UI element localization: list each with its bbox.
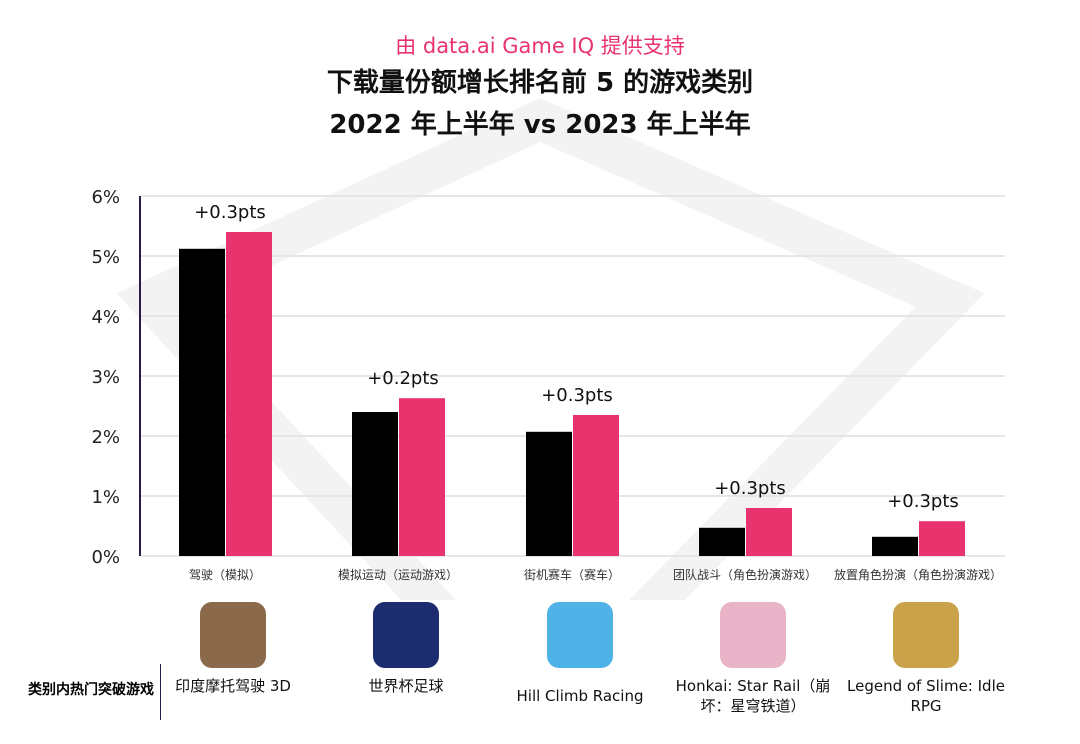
chart-title-line2: 2022 年上半年 vs 2023 年上半年 <box>329 110 751 140</box>
y-tick-label: 4% <box>91 307 120 328</box>
change-annotation: +0.3pts <box>714 478 786 499</box>
bar-2022 <box>526 431 572 556</box>
x-tick-label: 团队战斗（角色扮演游戏） <box>672 568 817 582</box>
change-annotation: +0.3pts <box>194 202 266 223</box>
chart-title-line1: 下载量份额增长排名前 5 的游戏类别 <box>326 68 754 98</box>
bar-2023 <box>226 232 272 556</box>
game-title: 世界杯足球 <box>368 677 444 695</box>
subtitle: 由 data.ai Game IQ 提供支持 <box>395 34 685 58</box>
bar-2022 <box>352 412 398 556</box>
x-tick-label: 模拟运动（运动游戏） <box>337 568 458 582</box>
y-tick-label: 6% <box>91 187 120 208</box>
game-icon <box>547 602 613 668</box>
row-label: 类别内热门突破游戏 <box>28 682 154 698</box>
game-icon <box>200 602 266 668</box>
game-icon <box>893 602 959 668</box>
y-tick-label: 3% <box>91 367 120 388</box>
row-divider <box>160 664 161 720</box>
bar-2023 <box>746 508 792 556</box>
game-title: Legend of Slime: Idle RPG <box>847 677 1005 715</box>
x-tick-label: 街机赛车（赛车） <box>523 568 620 582</box>
bar-chart: 0% 1% 2% 3% 4% 5% 6% +0.3pts +0.2pts +0.3pts +0.3p… <box>91 98 1005 600</box>
bar-2022 <box>179 248 225 557</box>
bar-2023 <box>573 415 619 556</box>
game-icon <box>373 602 439 668</box>
y-tick-label: 1% <box>91 487 120 508</box>
bar-2023 <box>399 398 445 556</box>
game-title: 印度摩托驾驶 3D <box>175 677 291 695</box>
game-title: Hill Climb Racing <box>516 687 644 705</box>
x-tick-label: 放置角色扮演（角色扮演游戏） <box>833 568 1002 582</box>
game-icon <box>720 602 786 668</box>
y-tick-label: 5% <box>91 247 120 268</box>
x-tick-label: 驾驶（模拟） <box>188 568 261 582</box>
change-annotation: +0.2pts <box>367 368 439 389</box>
game-title: Honkai: Star Rail（崩坏：星穹铁道） <box>675 677 831 715</box>
watermark <box>116 98 985 600</box>
bar-2022 <box>872 536 918 556</box>
y-tick-label: 2% <box>91 427 120 448</box>
bar-2022 <box>699 527 745 556</box>
bar-2023 <box>919 521 965 556</box>
change-annotation: +0.3pts <box>887 491 959 512</box>
y-tick-label: 0% <box>91 547 120 568</box>
change-annotation: +0.3pts <box>541 385 613 406</box>
